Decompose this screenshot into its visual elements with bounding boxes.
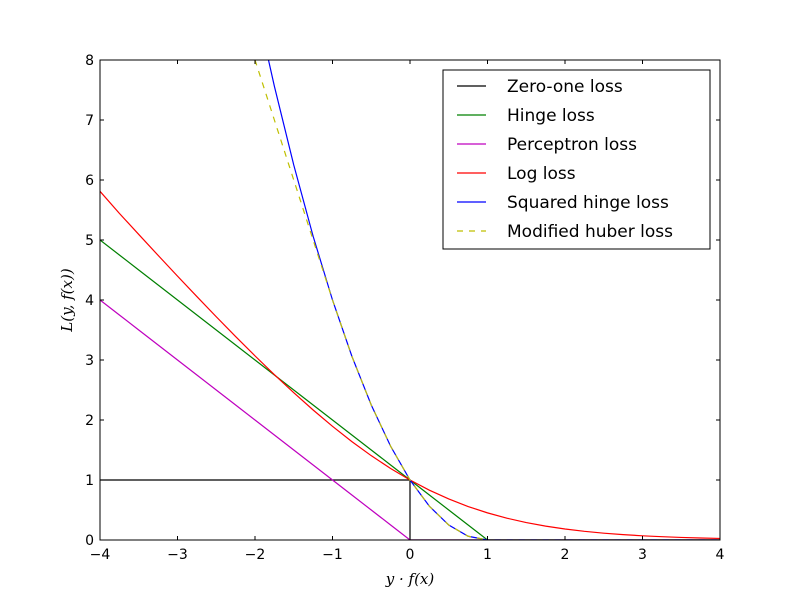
y-tick-label: 2	[85, 413, 94, 429]
y-tick-label: 3	[85, 353, 94, 369]
x-tick-label: 4	[716, 547, 725, 563]
legend-label: Hinge loss	[507, 106, 595, 126]
legend-label: Squared hinge loss	[507, 193, 669, 213]
x-tick-label: 2	[561, 547, 570, 563]
y-tick-label: 0	[85, 533, 94, 549]
legend: Zero-one loss Hinge loss Perceptron loss Lo…	[442, 69, 711, 250]
x-tick-label: 3	[638, 547, 647, 563]
legend-label: Log loss	[507, 164, 576, 184]
x-tick-label: −4	[90, 547, 111, 563]
x-tick-label: 1	[483, 547, 492, 563]
y-tick-label: 1	[85, 473, 94, 489]
x-tick-label: 0	[406, 547, 415, 563]
y-tick-label: 8	[85, 53, 94, 69]
series-perceptron-loss	[100, 299, 720, 540]
x-axis-label: y · f(x)	[385, 570, 435, 588]
y-tick-label: 7	[85, 113, 94, 129]
y-tick-label: 5	[85, 233, 94, 249]
y-tick-label: 4	[85, 293, 94, 309]
legend-label: Perceptron loss	[507, 135, 637, 155]
series-modified-huber-loss	[254, 60, 720, 540]
series-zero-one-loss	[100, 479, 720, 540]
y-axis-label: L(y, f(x))	[58, 268, 76, 333]
x-tick-label: −2	[245, 547, 266, 563]
x-tick-label: −3	[167, 547, 188, 563]
legend-label: Modified huber loss	[507, 222, 673, 242]
legend-label: Zero-one loss	[507, 77, 623, 97]
y-tick-label: 6	[85, 173, 94, 189]
x-tick-label: −1	[322, 547, 343, 563]
